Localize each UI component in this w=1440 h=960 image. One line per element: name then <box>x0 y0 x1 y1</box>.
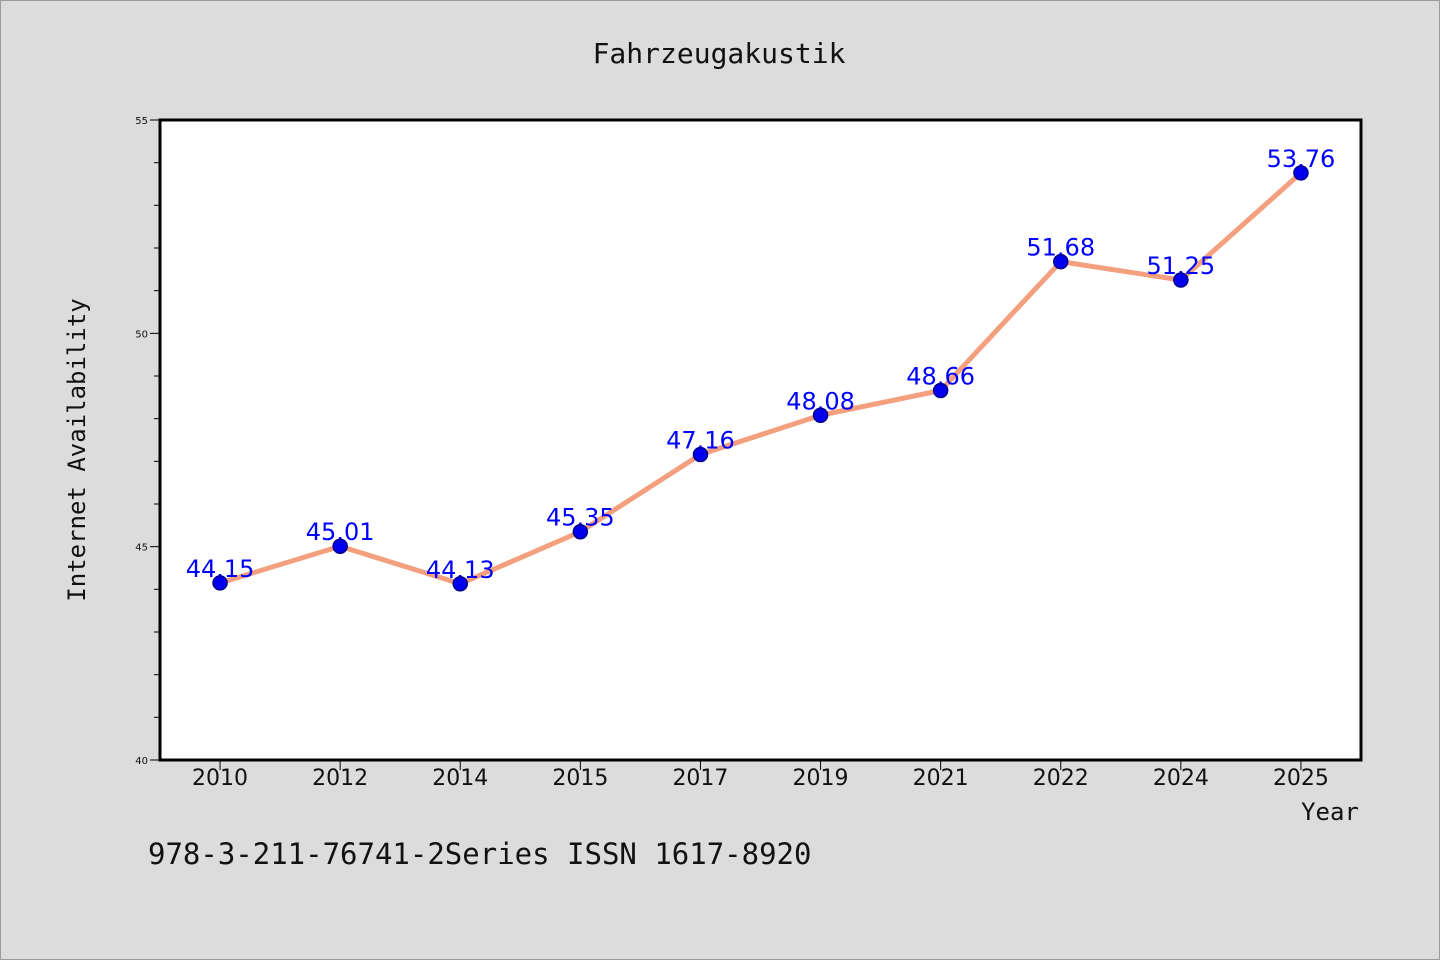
y-tick-label: 50 <box>135 329 148 340</box>
data-point <box>1293 165 1309 181</box>
data-point <box>452 576 468 592</box>
data-point <box>572 523 589 540</box>
data-point <box>332 538 348 554</box>
data-markers <box>212 165 1309 592</box>
x-tick-label: 2019 <box>793 766 849 791</box>
series-line <box>217 170 1304 587</box>
data-point <box>932 382 949 399</box>
x-axis: 2010 2012 2014 2015 2017 2019 2021 2022 2024 2025 <box>192 760 1329 791</box>
y-axis-title: Internet Availability <box>63 298 91 601</box>
chart-title: Fahrzeugakustik <box>593 37 846 70</box>
x-tick-label: 2015 <box>552 766 608 791</box>
y-tick-label: 55 <box>135 116 148 127</box>
y-tick-label: 45 <box>135 543 148 554</box>
data-point <box>1053 253 1069 270</box>
x-tick-label: 2024 <box>1153 766 1209 791</box>
x-tick-label: 2017 <box>672 766 728 791</box>
y-tick-label: 40 <box>135 756 148 767</box>
plot-area <box>158 118 1363 762</box>
x-tick-label: 2014 <box>432 766 488 791</box>
data-point <box>692 446 709 463</box>
x-tick-label: 2012 <box>312 766 368 791</box>
y-axis: 40 45 50 55 <box>135 116 160 767</box>
data-point <box>1173 272 1189 288</box>
footer-caption: 978-3-211-76741-2Series ISSN 1617-8920 <box>148 837 811 871</box>
x-tick-label: 2025 <box>1273 766 1329 791</box>
x-axis-title: Year <box>1301 798 1359 826</box>
x-tick-label: 2022 <box>1033 766 1089 791</box>
x-tick-label: 2021 <box>913 766 969 791</box>
data-point <box>812 407 829 424</box>
data-point <box>212 575 228 591</box>
x-tick-label: 2010 <box>192 766 248 791</box>
